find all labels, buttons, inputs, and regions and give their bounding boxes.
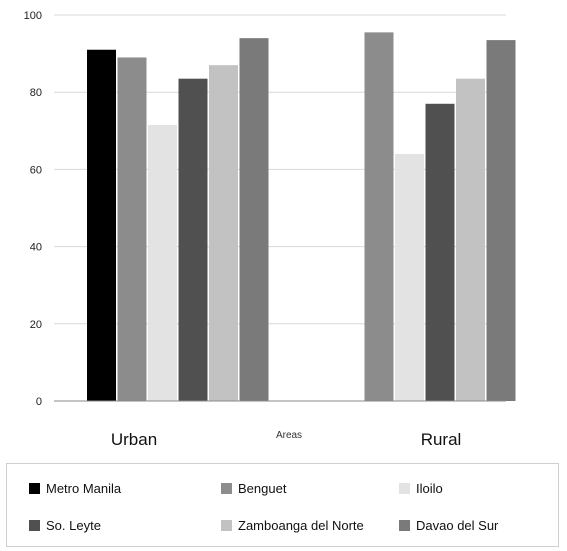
chart-plot: 0 20 40 60 80 100 Urban Rural Areas	[24, 10, 516, 449]
bar-davao-del-sur-urban	[239, 38, 269, 401]
legend: Metro Manila Benguet Iloilo So. Leyte Zamboa…	[6, 463, 559, 547]
legend-item: Benguet	[221, 481, 286, 496]
bar-iloilo-rural	[395, 153, 424, 401]
legend-label: Iloilo	[416, 481, 443, 496]
legend-item: Metro Manila	[29, 481, 121, 496]
legend-label: Metro Manila	[46, 481, 122, 496]
legend-label: So. Leyte	[46, 518, 101, 533]
y-tick-label: 80	[30, 87, 42, 99]
legend-label: Zamboanga del Norte	[238, 518, 364, 533]
legend-item: Zamboanga del Norte	[221, 518, 364, 533]
bar-iloilo-urban	[148, 125, 177, 401]
legend-label: Benguet	[238, 481, 287, 496]
y-tick-label: 0	[36, 396, 42, 408]
x-axis-title: Areas	[276, 430, 302, 441]
bar-benguet-rural	[364, 32, 394, 402]
legend-item: Davao del Sur	[399, 518, 498, 533]
bar-metro-manila-urban	[87, 49, 116, 402]
legend-swatch	[399, 520, 410, 531]
x-axis-categories: Urban Rural	[111, 430, 461, 449]
legend-label: Davao del Sur	[416, 518, 499, 533]
y-tick-label: 100	[24, 10, 42, 22]
legend-item: So. Leyte	[29, 518, 101, 533]
x-category-label: Urban	[111, 430, 157, 449]
legend-swatch	[29, 483, 40, 494]
legend-item: Iloilo	[399, 481, 443, 496]
bar-benguet-urban	[117, 57, 147, 402]
bar-so-leyte-rural	[425, 103, 455, 401]
bar-zamboanga-del-norte-urban	[209, 65, 238, 402]
bars	[87, 32, 516, 402]
bar-davao-del-sur-rural	[486, 40, 516, 402]
y-tick-label: 20	[30, 319, 42, 331]
y-tick-label: 60	[30, 164, 42, 176]
bar-zamboanga-del-norte-rural	[456, 78, 485, 401]
bar-so-leyte-urban	[178, 78, 208, 401]
legend-swatch	[29, 520, 40, 531]
legend-swatch	[221, 483, 232, 494]
legend-swatch	[399, 483, 410, 494]
legend-swatch	[221, 520, 232, 531]
x-category-label: Rural	[421, 430, 462, 449]
y-tick-label: 40	[30, 242, 42, 254]
y-axis-ticks: 0 20 40 60 80 100	[24, 10, 42, 408]
